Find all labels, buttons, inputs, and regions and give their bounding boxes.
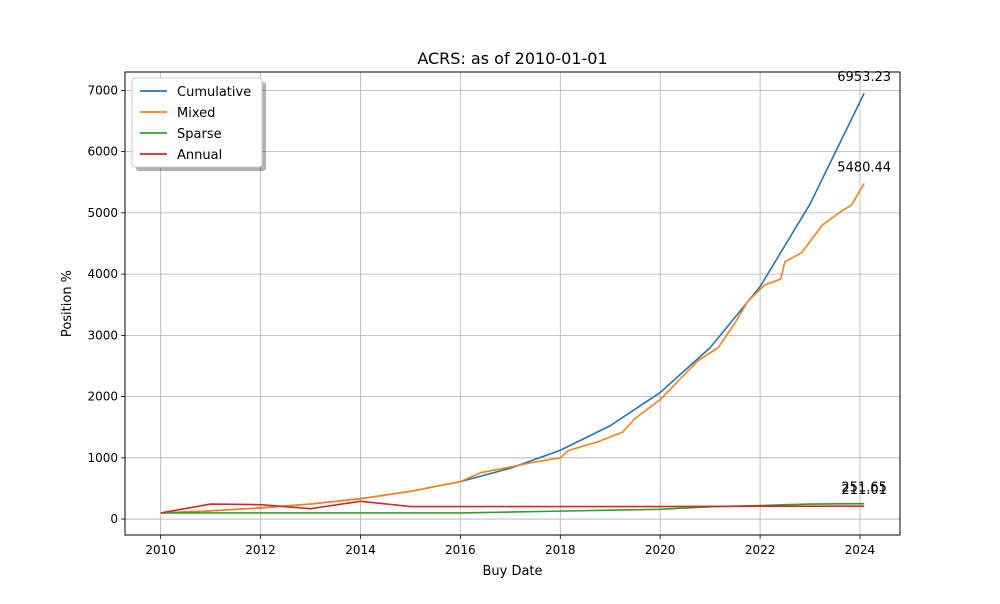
x-tick-label: 2014 [345,543,376,557]
legend-items: Cumulative Mixed Sparse Annual [140,85,251,163]
series-line-mixed [160,183,865,514]
y-tick-label: 0 [110,512,118,526]
x-tick-label: 2012 [245,543,276,557]
y-axis-label: Position % [60,270,75,337]
y-tick-label: 7000 [87,83,118,97]
x-axis: 2010 2012 2014 2016 2018 2020 2022 2024 [145,535,875,557]
y-tick-label: 5000 [87,206,118,220]
x-tick-label: 2010 [145,543,176,557]
x-tick-label: 2018 [545,543,576,557]
chart-title: ACRS: as of 2010-01-01 [417,49,607,68]
y-tick-label: 3000 [87,328,118,342]
y-axis: 0 1000 2000 3000 4000 5000 6000 7000 [87,83,125,526]
x-tick-label: 2020 [645,543,676,557]
end-value-label: 6953.23 [837,70,891,85]
legend-label: Cumulative [177,85,251,100]
y-tick-label: 1000 [87,451,118,465]
legend-label: Sparse [177,127,222,142]
x-tick-label: 2022 [745,543,776,557]
x-tick-label: 2024 [845,543,876,557]
end-value-label: 5480.44 [837,160,891,175]
series-line-annual [160,500,865,514]
y-tick-label: 4000 [87,267,118,281]
y-tick-label: 6000 [87,145,118,159]
x-axis-label: Buy Date [482,564,542,579]
y-tick-label: 2000 [87,390,118,404]
legend-label: Annual [177,148,222,163]
grid [125,72,900,535]
end-value-label: 211.01 [841,483,887,498]
legend-box [131,77,263,168]
plot-frame [124,71,901,536]
legend-label: Mixed [177,106,215,121]
x-tick-label: 2016 [445,543,476,557]
end-value-label: 251.65 [841,481,887,496]
legend: Cumulative Mixed Sparse Annual [131,77,266,171]
series-layer [160,92,865,514]
